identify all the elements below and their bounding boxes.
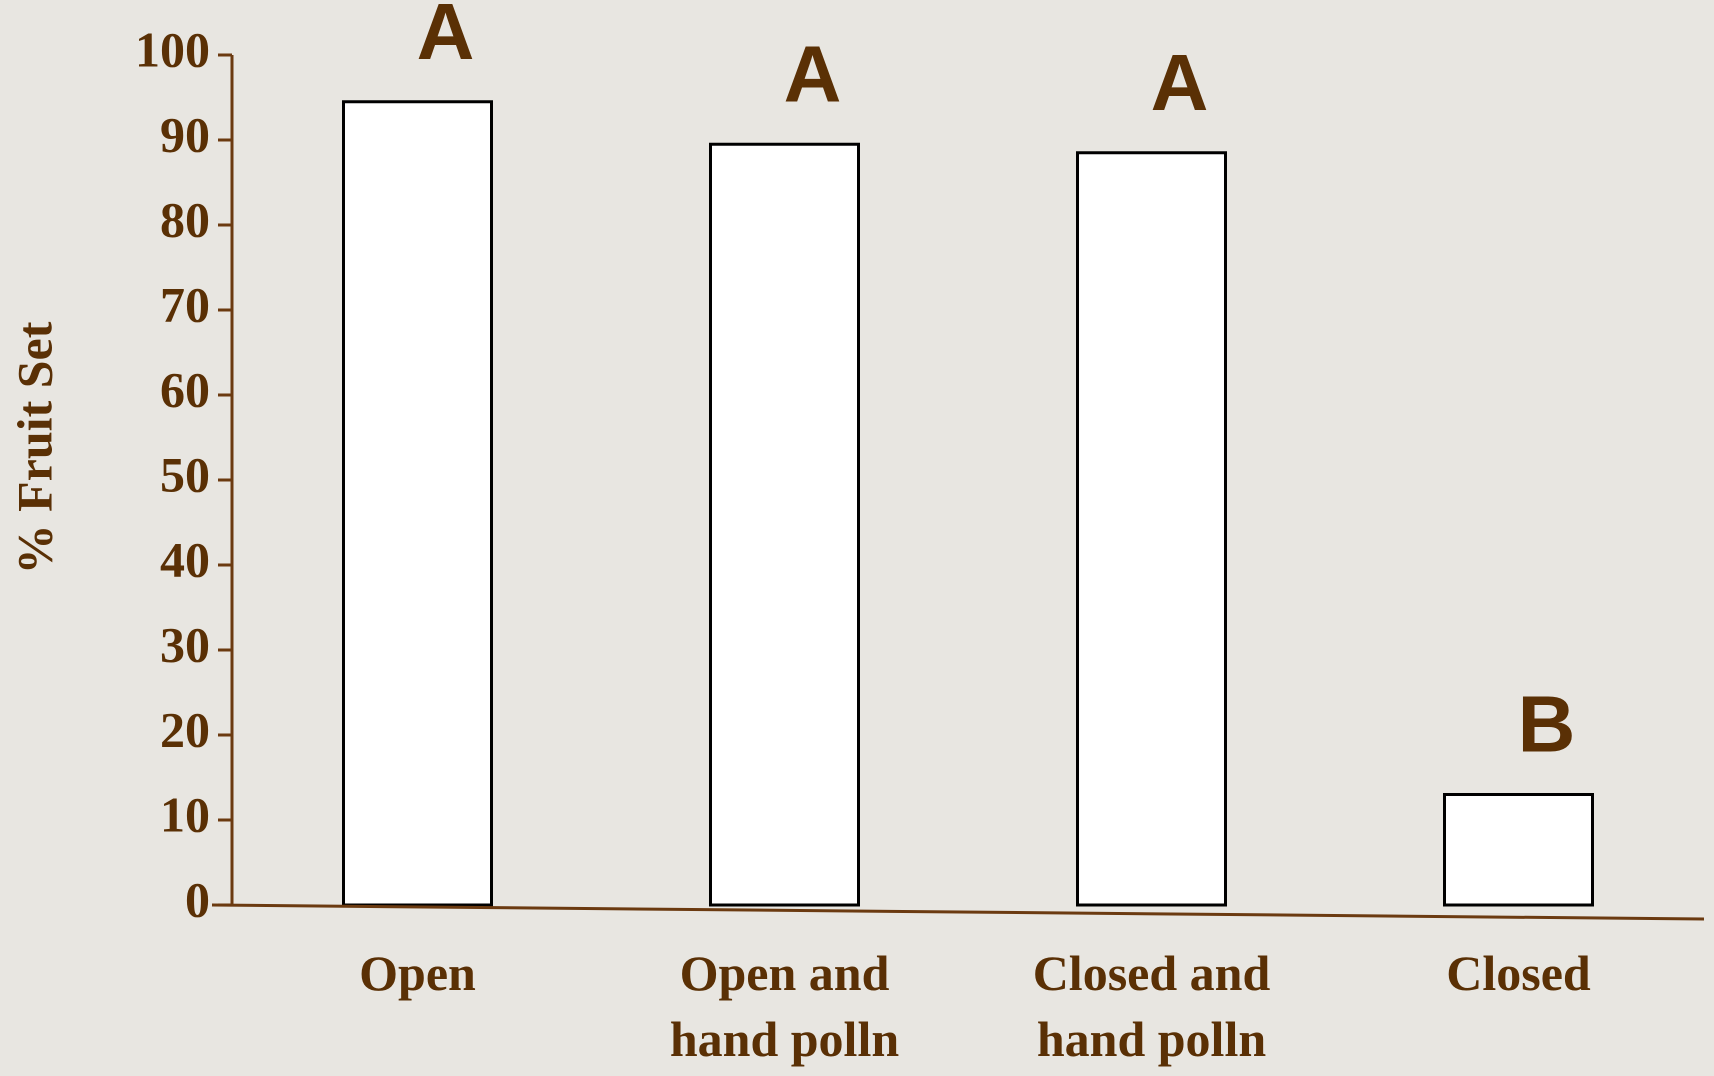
x-tick-label: Open and hand polln [669,945,900,1067]
y-tick-label: 0 [185,871,210,927]
significance-letter: A [1151,38,1209,127]
significance-letter: B [1518,680,1576,769]
y-tick-label: 20 [160,701,210,757]
bar [709,142,860,907]
y-tick-label: 50 [160,446,210,502]
y-tick-label: 10 [160,786,210,842]
significance-letter: A [784,29,842,118]
x-tick-label: Closed [1446,945,1591,1001]
y-tick-label: 100 [135,21,210,77]
y-tick-label: 60 [160,361,210,417]
x-tick-label: Closed and hand polln [1032,945,1271,1067]
bar [1443,793,1594,907]
y-tick-label: 30 [160,616,210,672]
y-tick-label: 40 [160,531,210,587]
bar [1076,151,1227,907]
y-tick-label: 70 [160,276,210,332]
y-axis-label: % Fruit Set [6,321,62,574]
y-tick-label: 90 [160,106,210,162]
bar [342,100,493,907]
y-tick-label: 80 [160,191,210,247]
x-axis [211,903,1705,921]
significance-letter: A [417,0,475,76]
x-tick-label: Open [359,945,476,1001]
